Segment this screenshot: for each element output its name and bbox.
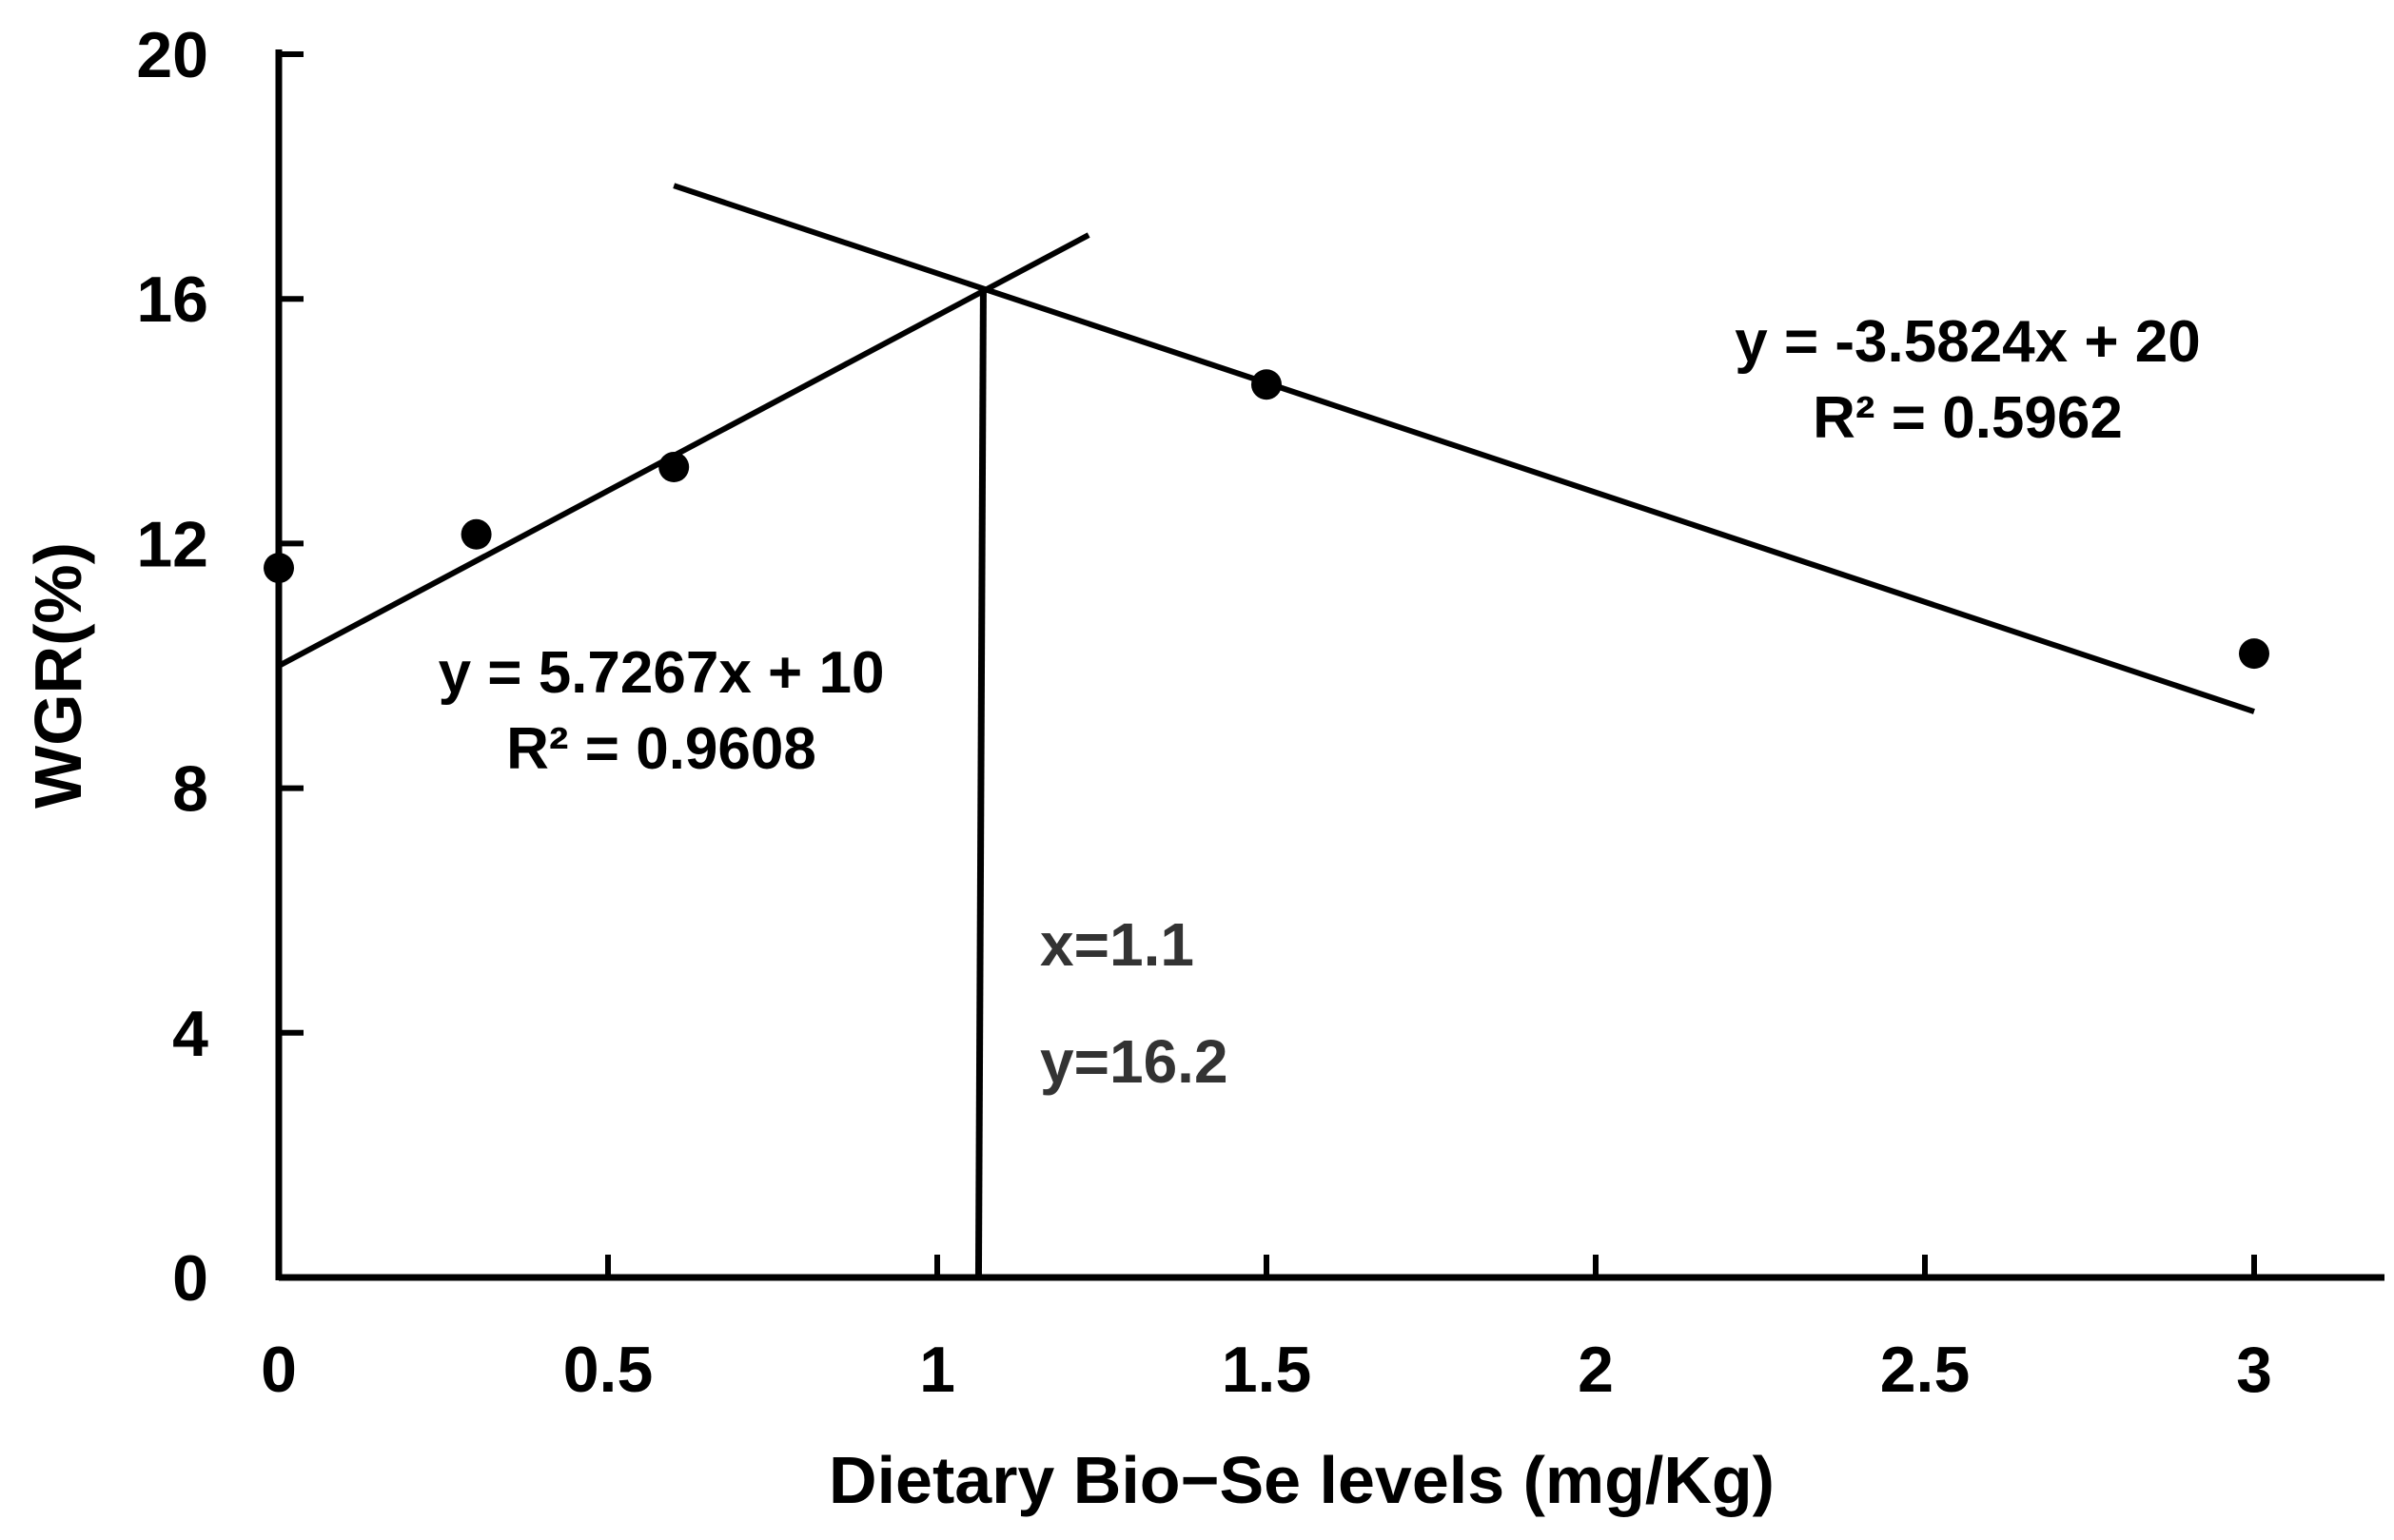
y-tick-label: 8 bbox=[172, 753, 208, 826]
intersection-x-label: x=1.1 bbox=[1040, 910, 1194, 979]
x-tick-label: 0.5 bbox=[563, 1334, 654, 1406]
y-tick-label: 16 bbox=[136, 263, 208, 336]
x-axis-title: Dietary Bio−Se levels (mg/Kg) bbox=[829, 1443, 1775, 1517]
y-tick-label: 20 bbox=[136, 19, 208, 91]
data-point bbox=[461, 518, 492, 550]
data-point bbox=[658, 452, 690, 483]
data-point bbox=[2239, 638, 2269, 670]
x-tick-label: 0 bbox=[261, 1334, 297, 1406]
x-tick-label: 2 bbox=[1578, 1334, 1614, 1406]
x-tick-label: 3 bbox=[2236, 1334, 2272, 1406]
y-axis-title: WGR(%) bbox=[21, 542, 95, 809]
trendline-1 bbox=[277, 232, 1090, 669]
intersection-drop-line bbox=[974, 286, 987, 1278]
data-point bbox=[264, 553, 294, 584]
trend-lines bbox=[277, 183, 2255, 1278]
labels: y = 5.7267x + 10 R² = 0.9608 y = -3.5824… bbox=[21, 309, 2201, 1517]
trendline-2-r2: R² = 0.5962 bbox=[1813, 385, 2123, 451]
data-points bbox=[264, 369, 2269, 670]
intersection-y-label: y=16.2 bbox=[1040, 1027, 1228, 1096]
trendline-1-equation: y = 5.7267x + 10 bbox=[439, 640, 885, 706]
trendline-2-equation: y = -3.5824x + 20 bbox=[1735, 309, 2201, 375]
axes: 0 4 8 12 16 20 0 0.5 1 1.5 2 2.5 3 bbox=[136, 19, 2384, 1406]
y-tick-label: 4 bbox=[172, 998, 208, 1070]
trendline-1-r2: R² = 0.9608 bbox=[506, 716, 816, 782]
x-tick-label: 2.5 bbox=[1880, 1334, 1971, 1406]
trendline-2 bbox=[673, 183, 2255, 714]
x-tick-label: 1.5 bbox=[1222, 1334, 1312, 1406]
y-tick-label: 12 bbox=[136, 508, 208, 580]
data-point bbox=[1251, 369, 1282, 400]
x-tick-label: 1 bbox=[919, 1334, 955, 1406]
y-tick-label: 0 bbox=[172, 1242, 208, 1315]
